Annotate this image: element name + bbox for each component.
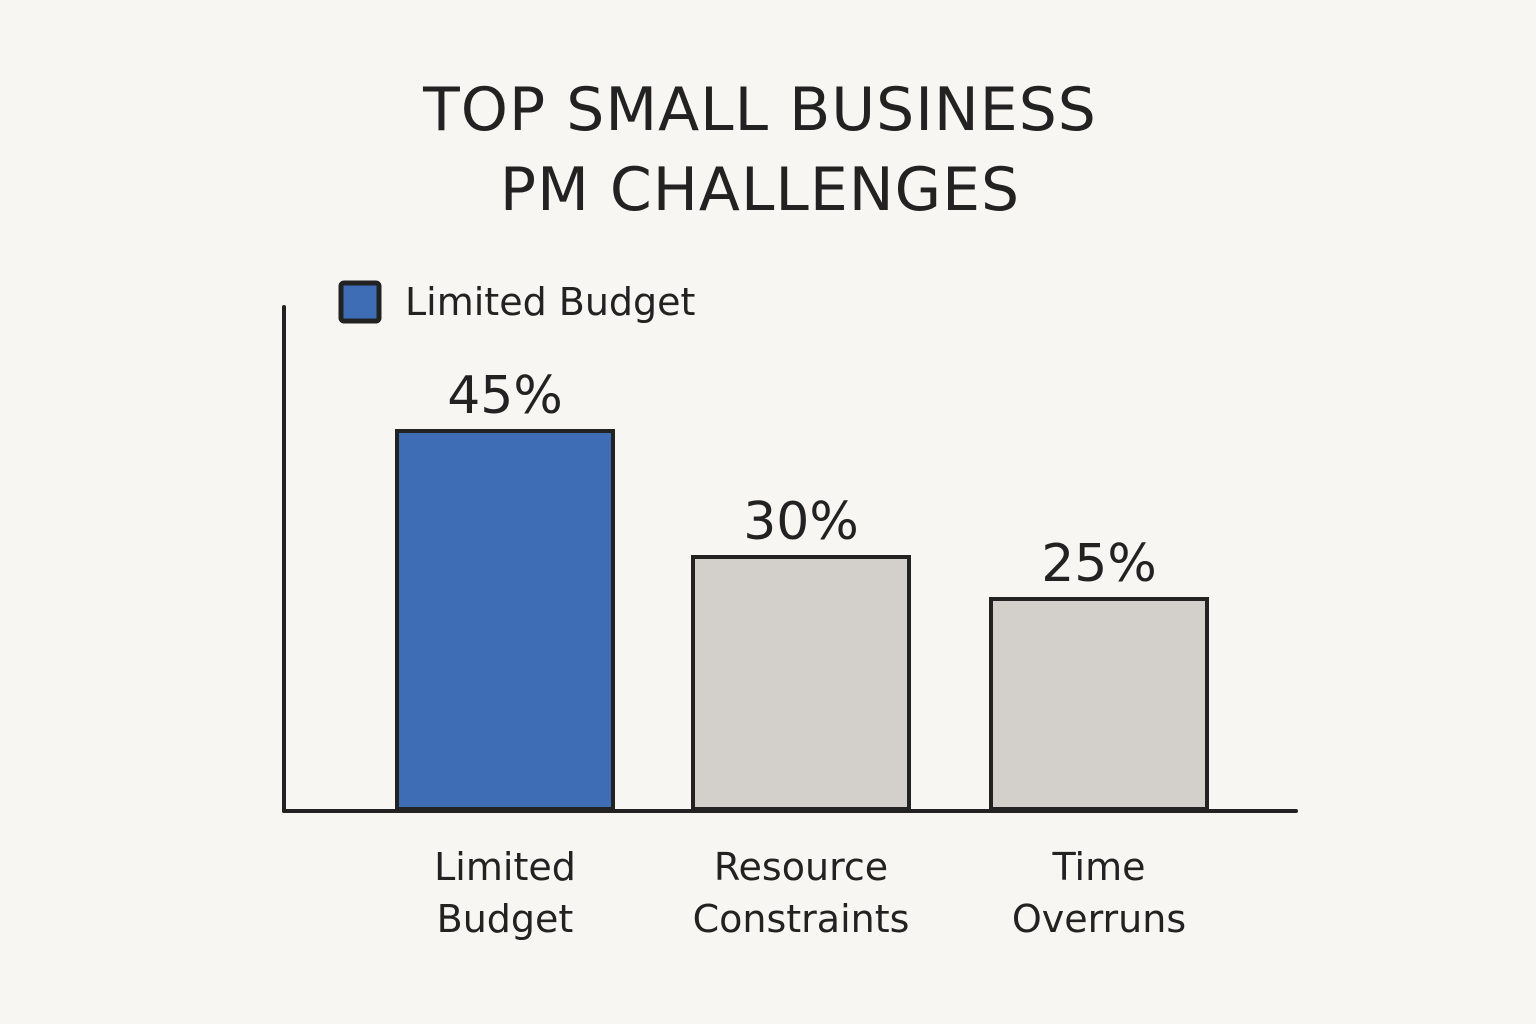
bar-2 [989, 597, 1209, 811]
category-label-2-line-1: Overruns [1012, 897, 1186, 941]
category-label-0-line-1: Budget [437, 897, 574, 941]
value-label-1: 30% [743, 492, 859, 552]
value-label-0: 45% [447, 366, 563, 426]
value-label-2: 25% [1041, 534, 1157, 594]
category-label-0-line-0: Limited [434, 845, 576, 889]
legend: Limited Budget [338, 280, 695, 324]
bars-layer: 45% Limited Budget 30% Resource Constraints 25… [395, 366, 1209, 941]
chart-title-line-1: TOP SMALL BUSINESS [422, 75, 1097, 145]
category-label-1-line-1: Constraints [693, 897, 910, 941]
category-label-2-line-0: Time [1052, 845, 1146, 889]
legend-swatch-limited-budget [338, 280, 382, 324]
category-label-1-line-0: Resource [714, 845, 888, 889]
bar-1 [691, 555, 911, 811]
chart-title-line-2: PM CHALLENGES [500, 155, 1020, 225]
legend-label: Limited Budget [405, 280, 695, 324]
bar-0 [395, 429, 615, 811]
